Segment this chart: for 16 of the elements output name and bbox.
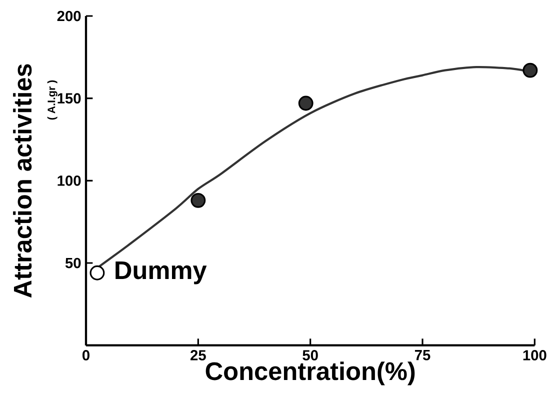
- x-tick-label: 75: [414, 350, 430, 360]
- x-axis-title: Concentration(%): [206, 362, 415, 386]
- y-tick-label: 50: [65, 258, 81, 268]
- x-tick-label: 25: [190, 350, 206, 360]
- y-tick-label: 150: [58, 93, 81, 104]
- point: [90, 265, 105, 280]
- x-tick-label: 100: [523, 350, 546, 360]
- y-axis-title: Attraction activities: [13, 64, 32, 298]
- annotation: Dummy: [116, 262, 207, 284]
- text: ( A.I.gr ): [47, 80, 58, 120]
- y-tick-label: 200: [57, 10, 81, 22]
- point: [190, 192, 206, 208]
- x-tick-label: 0: [82, 350, 90, 360]
- x-tick-label: 50: [302, 350, 318, 360]
- y-tick-label: 100: [58, 175, 81, 186]
- point: [298, 96, 314, 111]
